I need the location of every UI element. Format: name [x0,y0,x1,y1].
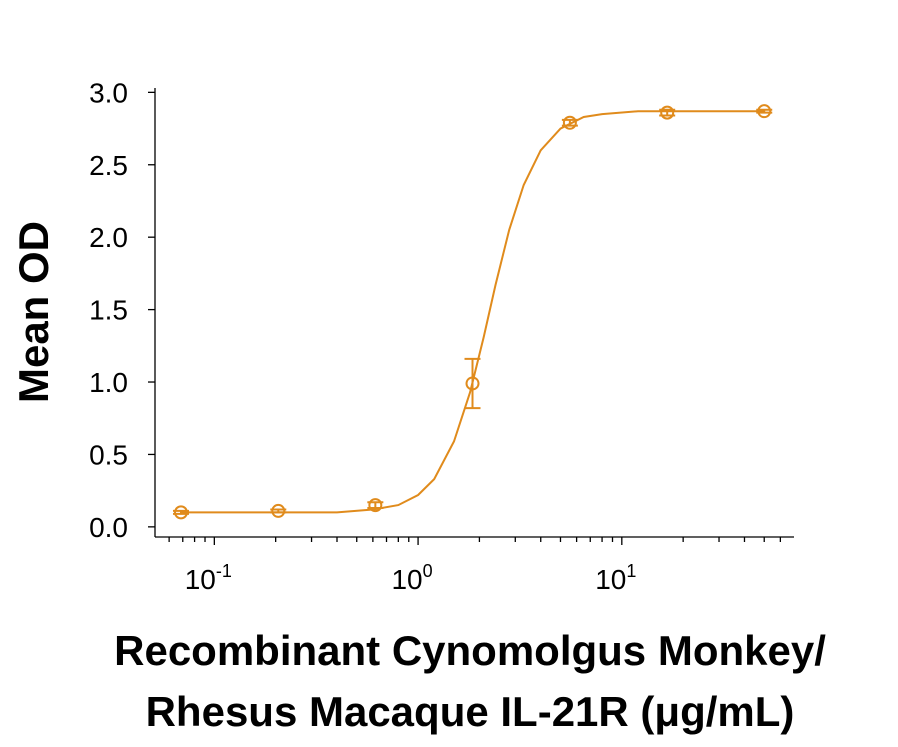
point [368,498,383,513]
x-tick-label: 10-1 [185,561,232,595]
point [660,105,675,120]
x-tick-base: 10 [595,564,626,595]
y-axis-label: Mean OD [10,221,57,403]
x-tick-base: 10 [185,564,216,595]
y-tick-label: 2.0 [89,222,128,253]
error-bar [464,357,481,410]
y-tick-label: 3.0 [89,77,128,108]
y-tick-label: 0.0 [89,512,128,543]
y-tick-label: 2.5 [89,150,128,181]
x-tick-exponent: 1 [626,561,636,581]
x-tick-exponent: -1 [216,561,232,581]
fit-curve [181,110,765,514]
y-tick-label: 0.5 [89,439,128,470]
x-tick-exponent: 0 [423,561,433,581]
point [173,505,188,520]
point [757,104,772,119]
x-axis-label: Recombinant Cynomolgus Monkey/ [114,627,826,674]
point [562,115,577,130]
point [465,376,480,391]
point [271,503,286,518]
x-tick-base: 10 [391,564,422,595]
x-axis-label: Rhesus Macaque IL-21R (μg/mL) [146,688,795,735]
y-tick-label: 1.0 [89,367,128,398]
x-tick-label: 100 [391,561,432,595]
x-tick-label: 101 [595,561,636,595]
y-tick-label: 1.5 [89,295,128,326]
